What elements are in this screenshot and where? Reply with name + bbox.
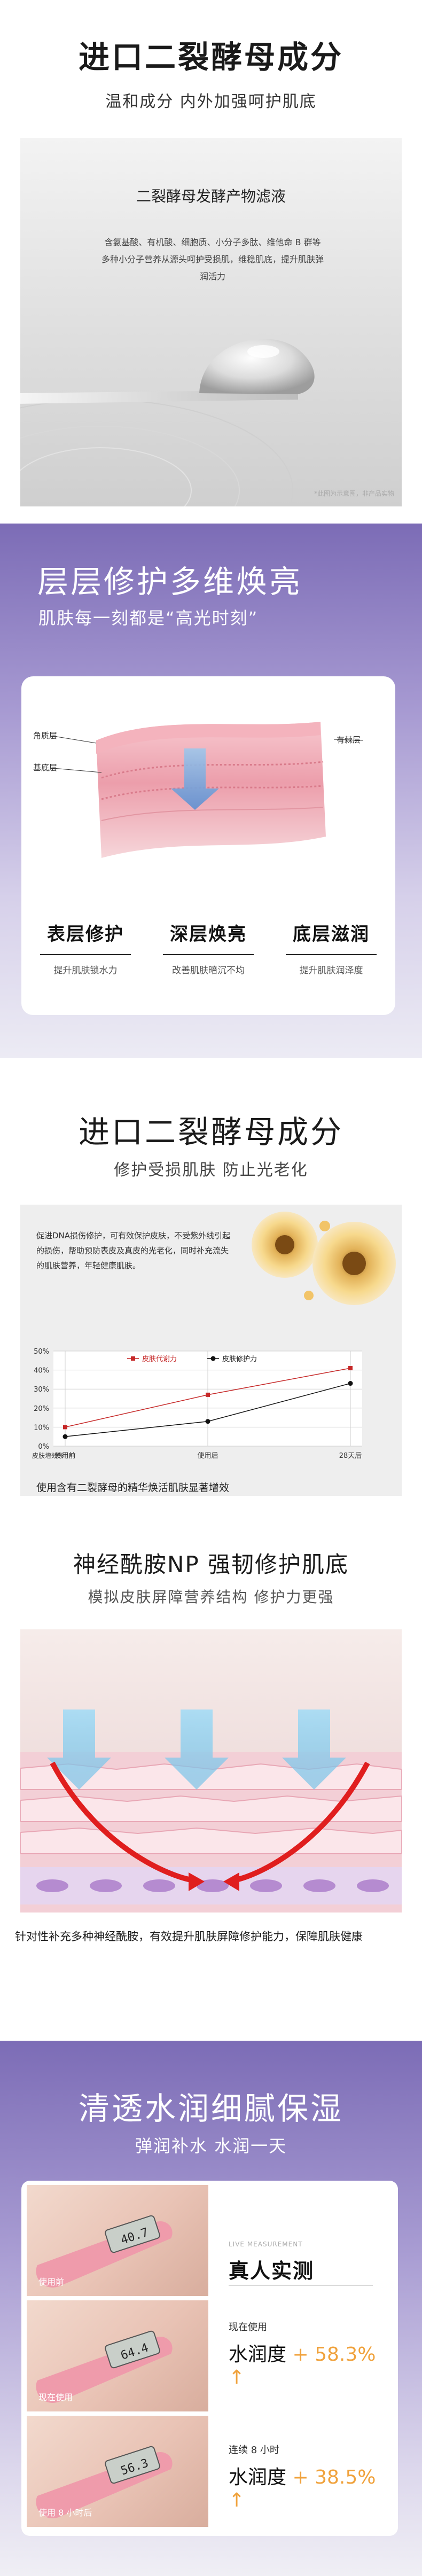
data-point [205,1419,210,1424]
photo-label: 使用 8 小时后 [38,2508,92,2518]
y-tick-label: 40% [34,1367,49,1375]
data-point [348,1381,353,1386]
section-title: 神经酰胺NP 强韧修护肌底 [73,1551,349,1578]
skin-layer-card: 角质层 有棘层 基底层 表层修护 提升肌肤锁水力 深层焕亮 改善肌肤暗沉不均 底… [21,676,395,1015]
y-tick-label: 30% [34,1386,49,1394]
yeast-chart-section: 进口二裂酵母成分 修护受损肌肤 防止光老化 促进DNA损伤修护，可有效保护皮肤，… [0,1058,422,1496]
data-point [63,1425,67,1430]
chart-footnote: 使用含有二裂酵母的精华焕活肌肤显著增效 [36,1482,230,1494]
y-tick-label: 50% [34,1348,49,1356]
section-title: 进口二裂酵母成分 [78,1114,343,1150]
ingredient-photo: 二裂酵母发酵产物滤液 含氨基酸、有机酸、细胞质、小分子多肽、维他命 B 群等多种… [20,138,402,506]
label-basal-layer: 基底层 [33,763,58,772]
feature-desc: 提升肌肤锁水力 [53,965,118,976]
feature-deep-brighten: 深层焕亮 改善肌肤暗沉不均 [155,919,262,976]
ingredient-section: 进口二裂酵母成分 温和成分 内外加强呵护肌底 二裂酵母发酵产物滤液 [0,0,422,524]
photo-note: *此图为示意图，非产品实物 [314,490,394,497]
data-point [62,1434,68,1439]
line-chart: 0% 10% 20% 30% 40% 50% 使用前 使用后 28天后 皮肤增效% 皮肤代谢力 皮肤修… [32,1348,362,1460]
legend-label: 皮肤代谢力 [142,1355,177,1363]
result-metric: 水润度 [229,2344,287,2366]
measurement-card: 40.7 使用前 64.4 现在使用 56.3 使用 8 小时后 LIVE ME… [21,2181,398,2536]
result-row: 水润度 + 58.3% ↑ [229,2339,398,2388]
y-tick-label: 0% [38,1443,49,1451]
result-value: + 58.3% [292,2344,376,2366]
droplet-illustration [20,339,315,506]
label-spinous-layer: 有棘层 [337,735,361,745]
data-point [348,1366,353,1371]
photo-label: 现在使用 [38,2392,73,2402]
result-value: + 38.5% [292,2466,376,2488]
feature-title: 底层滋润 [293,924,370,945]
chart-description: 促进DNA损伤修护，可有效保护皮肤，不受紫外线引起的损伤，帮助预防表皮及真皮的光… [36,1231,231,1270]
arrow-up-icon: ↑ [229,2367,245,2388]
y-tick-label: 10% [34,1424,49,1432]
feature-title: 深层焕亮 [170,924,247,945]
feature-title: 表层修护 [47,924,124,945]
x-tick-label: 使用前 [54,1451,75,1460]
section-subtitle: 肌肤每一刻都是“高光时刻” [38,608,259,628]
x-axis-label: 皮肤增效% [32,1451,64,1459]
result-metric: 水润度 [229,2466,287,2488]
result-row: 水润度 + 38.5% ↑ [229,2462,398,2511]
divider [163,954,254,955]
x-tick-label: 28天后 [339,1452,362,1460]
photo-description: 含氨基酸、有机酸、细胞质、小分子多肽、维他命 B 群等多种小分子营养从源头呵护受… [101,237,324,282]
barrier-svg [20,1629,402,1913]
chart-panel: 促进DNA损伤修护，可有效保护皮肤，不受紫外线引起的损伤，帮助预防表皮及真皮的光… [20,1205,402,1496]
measurement-heading-small: LIVE MEASUREMENT [229,2241,303,2248]
measurement-heading: 真人实测 [229,2259,315,2283]
meter-device-icon: 56.3 [36,2446,173,2518]
ceramide-section: 神经酰胺NP 强韧修护肌底 模拟皮肤屏障营养结构 修护力更强 [0,1496,422,2041]
measurement-photo: 40.7 使用前 [27,2185,208,2296]
section-subtitle: 温和成分 内外加强呵护肌底 [105,92,317,111]
section-title: 层层修护多维焕亮 [37,564,303,600]
divider [286,954,377,955]
skin-barrier-illustration [20,1629,402,1913]
section-subtitle: 模拟皮肤屏障营养结构 修护力更强 [88,1588,334,1606]
legend-marker [131,1356,135,1361]
meter-device-icon: 40.7 [36,2215,173,2288]
section-subtitle: 修护受损肌肤 防止光老化 [114,1161,308,1180]
x-tick-label: 使用后 [197,1451,218,1460]
section-title: 清透水润细腻保湿 [78,2090,343,2127]
feature-surface-repair: 表层修护 提升肌肤锁水力 [32,919,139,976]
result-when: 现在使用 [229,2322,267,2333]
section-title: 进口二裂酵母成分 [78,39,343,75]
feature-desc: 改善肌肤暗沉不均 [172,965,245,976]
data-point [206,1392,210,1397]
divider [40,954,131,955]
feature-base-moisture: 底层滋润 提升肌肤润泽度 [278,919,385,976]
legend-marker [210,1356,216,1361]
section-caption: 针对性补充多种神经酰胺，有效提升肌肤屏障修护能力，保障肌肤健康 [15,1930,363,1943]
meter-device-icon: 64.4 [36,2330,173,2403]
arrow-up-icon: ↑ [229,2489,245,2511]
photo-label: 使用前 [38,2277,65,2287]
divider [229,2285,373,2286]
label-stratum-corneum: 角质层 [33,731,58,740]
result-when: 连续 8 小时 [229,2445,279,2456]
repair-section: 层层修护多维焕亮 肌肤每一刻都是“高光时刻” [0,524,422,1058]
legend-label: 皮肤修护力 [222,1355,257,1363]
feature-desc: 提升肌肤润泽度 [299,965,363,976]
y-tick-label: 20% [34,1405,49,1413]
measurement-photo: 64.4 现在使用 [27,2300,208,2411]
section-subtitle: 弹润补水 水润一天 [135,2136,287,2156]
skin-layer-illustration [53,722,364,858]
photo-title: 二裂酵母发酵产物滤液 [136,188,286,205]
measurement-photo: 56.3 使用 8 小时后 [27,2416,208,2527]
hydration-section: 清透水润细腻保湿 弹润补水 水润一天 40.7 使用前 64.4 现在使用 56… [0,2041,422,2576]
cell-illustration [252,1212,396,1305]
